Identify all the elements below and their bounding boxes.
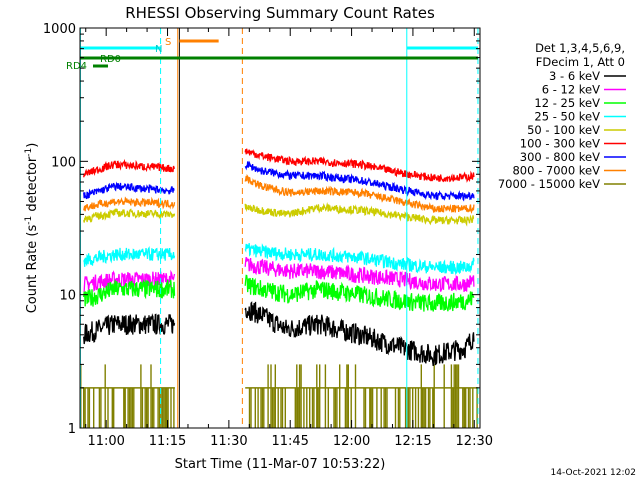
y-tick-label: 1 [68, 422, 76, 437]
series-line-8-segment-2 [244, 174, 475, 214]
legend-label-6: 100 - 300 keV [520, 137, 600, 151]
y-tick-label: 10 [59, 289, 76, 304]
series-line-5-segment-2 [244, 202, 475, 227]
legend: Det 1,3,4,5,6,9, FDecim 1, Att 0 3 - 6 k… [498, 41, 626, 191]
generated-timestamp: 14-Oct-2021 12:02 [551, 468, 636, 478]
x-tick-label: 12:15 [394, 434, 431, 449]
y-tick-label: 1000 [43, 22, 76, 37]
series-line-3-segment-1 [83, 278, 176, 307]
y-label-end: ) [25, 143, 40, 148]
legend-label-3: 12 - 25 keV [534, 96, 600, 110]
series-line-6-segment-1 [83, 158, 176, 178]
chart-title: RHESSI Observing Summary Count Rates [125, 4, 435, 22]
series-line-1-segment-1 [83, 313, 176, 345]
rd0-label: RD0 [100, 54, 121, 65]
x-tick-label: 11:30 [210, 434, 247, 449]
legend-label-1: 3 - 6 keV [549, 69, 600, 83]
legend-label-8: 800 - 7000 keV [512, 164, 600, 178]
y-tick-label: 100 [51, 155, 76, 170]
legend-header-1: Det 1,3,4,5,6,9, [535, 41, 625, 55]
y-label-sup1: -1 [24, 216, 34, 225]
series-line-4-segment-2 [244, 243, 475, 276]
s-marker-label: S [165, 37, 171, 48]
y-label-sup2: -1 [24, 148, 34, 157]
overlay-layer [79, 28, 479, 428]
y-label-mid: detector [25, 156, 40, 216]
series-line-3-segment-2 [244, 274, 475, 312]
legend-label-2: 6 - 12 keV [542, 83, 600, 97]
x-axis-label: Start Time (11-Mar-07 10:53:22) [175, 457, 386, 472]
series-line-4-segment-1 [83, 245, 176, 267]
legend-label-7: 300 - 800 keV [520, 150, 600, 164]
series-line-2-segment-2 [244, 257, 475, 292]
x-tick-label: 12:30 [456, 434, 493, 449]
n-marker-label: N [155, 44, 162, 55]
series-line-7-segment-1 [83, 181, 175, 200]
legend-label-9: 7000 - 15000 keV [498, 177, 600, 191]
y-label-main: Count Rate (s [25, 225, 40, 314]
legend-label-5: 50 - 100 keV [527, 123, 600, 137]
legend-label-4: 25 - 50 keV [534, 110, 600, 124]
x-tick-label: 11:45 [271, 434, 308, 449]
series-line-8-segment-1 [83, 196, 176, 212]
series-layer [83, 148, 475, 366]
x-tick-label: 12:00 [333, 434, 370, 449]
series-line-2-segment-1 [83, 269, 176, 293]
series-line-6-segment-2 [244, 148, 475, 183]
background-layer [80, 364, 479, 428]
x-tick-label: 11:15 [149, 434, 186, 449]
legend-header-2: FDecim 1, Att 0 [536, 55, 625, 69]
series-line-7-segment-2 [244, 160, 475, 202]
series-line-5-segment-1 [83, 208, 176, 223]
axis-layer: 1000 100 10 1 11:00 11:15 11:30 11:45 12:00 12:15… [43, 22, 493, 449]
x-tick-label: 11:00 [87, 434, 124, 449]
y-axis-label: Count Rate (s-1 detector-1) [24, 143, 40, 314]
plot-frame [79, 27, 481, 429]
rd4-label: RD4 [66, 61, 87, 72]
series-line-1-segment-2 [244, 301, 475, 366]
